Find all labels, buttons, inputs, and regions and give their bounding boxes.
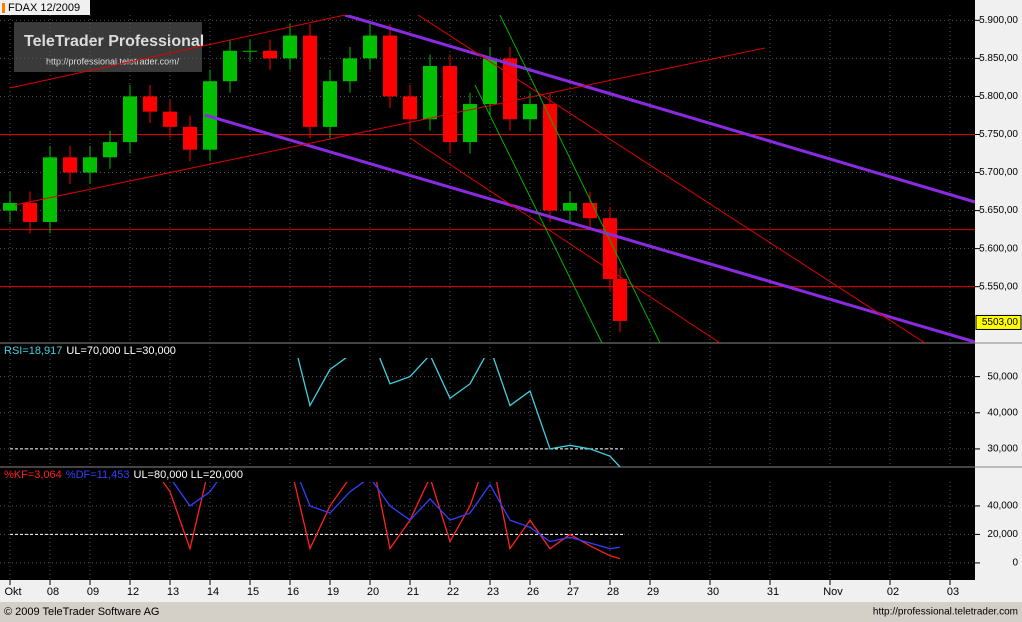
candle-body	[443, 65, 457, 143]
candle-body	[3, 202, 17, 211]
candle-body	[43, 157, 57, 222]
last-price-box	[975, 314, 1022, 330]
x-tick-label: 28	[607, 586, 619, 598]
title-marker	[2, 3, 5, 13]
candle-body	[143, 96, 157, 112]
candle-body	[343, 58, 357, 82]
y-tick-label: 5.650,00	[979, 205, 1018, 216]
trendlines	[9, 15, 975, 343]
x-tick-label: 26	[527, 586, 539, 598]
x-tick-label: 08	[47, 586, 59, 598]
watermark-box	[14, 22, 202, 72]
y-tick-label: 30,000	[987, 444, 1018, 455]
candle-body	[283, 35, 297, 59]
y-tick-label: 40,000	[987, 501, 1018, 512]
x-tick-label: 29	[647, 586, 659, 598]
x-tick-label: 30	[707, 586, 719, 598]
candle-body	[263, 50, 277, 59]
x-tick-label: 31	[767, 586, 779, 598]
chart-title: FDAX 12/2009	[8, 2, 80, 14]
candle-body	[243, 50, 257, 52]
candle-body	[363, 35, 377, 59]
x-tick-label: 02	[887, 586, 899, 598]
y-tick-label: 5.700,00	[979, 167, 1018, 178]
footer-copyright: © 2009 TeleTrader Software AG	[4, 606, 159, 618]
series-line	[297, 358, 621, 467]
series-line	[162, 482, 621, 560]
candle-body	[323, 81, 337, 127]
candle-body	[123, 96, 137, 143]
panel	[0, 358, 975, 467]
y-tick-label: 20,000	[987, 529, 1018, 540]
candle-body	[403, 96, 417, 120]
watermark-url: http://professional.teletrader.com/	[46, 56, 180, 66]
x-tick-label: 14	[207, 586, 219, 598]
candle-body	[523, 104, 537, 120]
y-tick-label: 5.850,00	[979, 53, 1018, 64]
bands-label: UL=70,000 LL=30,000	[66, 345, 176, 357]
last-price-label: 5503,00	[982, 317, 1019, 328]
bands-label: UL=80,000 LL=20,000	[134, 469, 244, 481]
candle-body	[183, 126, 197, 150]
candle-body	[83, 157, 97, 173]
y-tick-label: 5.750,00	[979, 129, 1018, 140]
title-box	[0, 0, 90, 15]
x-tick-label: 23	[487, 586, 499, 598]
panel	[0, 19, 975, 333]
candle-body	[383, 35, 397, 97]
price-axis-background	[975, 0, 1022, 580]
candle-body	[463, 104, 477, 143]
y-tick-label: 5.550,00	[979, 281, 1018, 292]
trendline	[9, 15, 346, 89]
x-tick-label: 19	[327, 586, 339, 598]
candle-body	[613, 279, 627, 321]
panel	[0, 482, 975, 564]
y-tick-label: 40,000	[987, 407, 1018, 418]
x-tick-label: 13	[167, 586, 179, 598]
trendline	[344, 15, 975, 204]
candle-body	[103, 142, 117, 158]
legend-entry: %KF=3,064	[4, 469, 62, 481]
x-tick-label: 22	[447, 586, 459, 598]
candle-body	[483, 58, 497, 105]
candle-body	[543, 104, 557, 211]
trendline	[499, 15, 661, 343]
x-tick-label: Nov	[823, 586, 843, 598]
x-tick-label: 03	[947, 586, 959, 598]
trendline	[409, 137, 721, 343]
y-tick-label: 50,000	[987, 371, 1018, 382]
x-tick-label: 16	[287, 586, 299, 598]
candle-body	[423, 65, 437, 120]
legend-entry: RSI=18,917	[4, 345, 62, 357]
candle-body	[223, 50, 237, 82]
x-tick-label: 20	[367, 586, 379, 598]
candle-body	[163, 111, 177, 127]
legend-entry: %DF=11,453	[66, 469, 130, 481]
x-tick-label: 12	[127, 586, 139, 598]
candle-body	[23, 202, 37, 222]
x-tick-label: 09	[87, 586, 99, 598]
x-tick-label: 15	[247, 586, 259, 598]
footer-url: http://professional.teletrader.com	[873, 607, 1018, 618]
trendline	[204, 113, 975, 343]
trendline	[474, 84, 603, 343]
y-tick-label: 0	[1012, 558, 1018, 569]
y-tick-label: 5.600,00	[979, 243, 1018, 254]
x-tick-label: Okt	[4, 586, 21, 598]
x-tick-label: 27	[567, 586, 579, 598]
watermark-title: TeleTrader Professional	[24, 33, 204, 50]
x-tick-label: 21	[407, 586, 419, 598]
series-line	[172, 482, 621, 550]
candle-body	[303, 35, 317, 127]
time-axis-background	[0, 580, 1022, 602]
trendline	[14, 47, 766, 206]
candle-body	[503, 58, 517, 120]
y-tick-label: 5.900,00	[979, 15, 1018, 26]
candle-body	[563, 202, 577, 211]
y-tick-label: 5.800,00	[979, 91, 1018, 102]
trendline	[417, 15, 926, 343]
candle-body	[63, 157, 77, 173]
